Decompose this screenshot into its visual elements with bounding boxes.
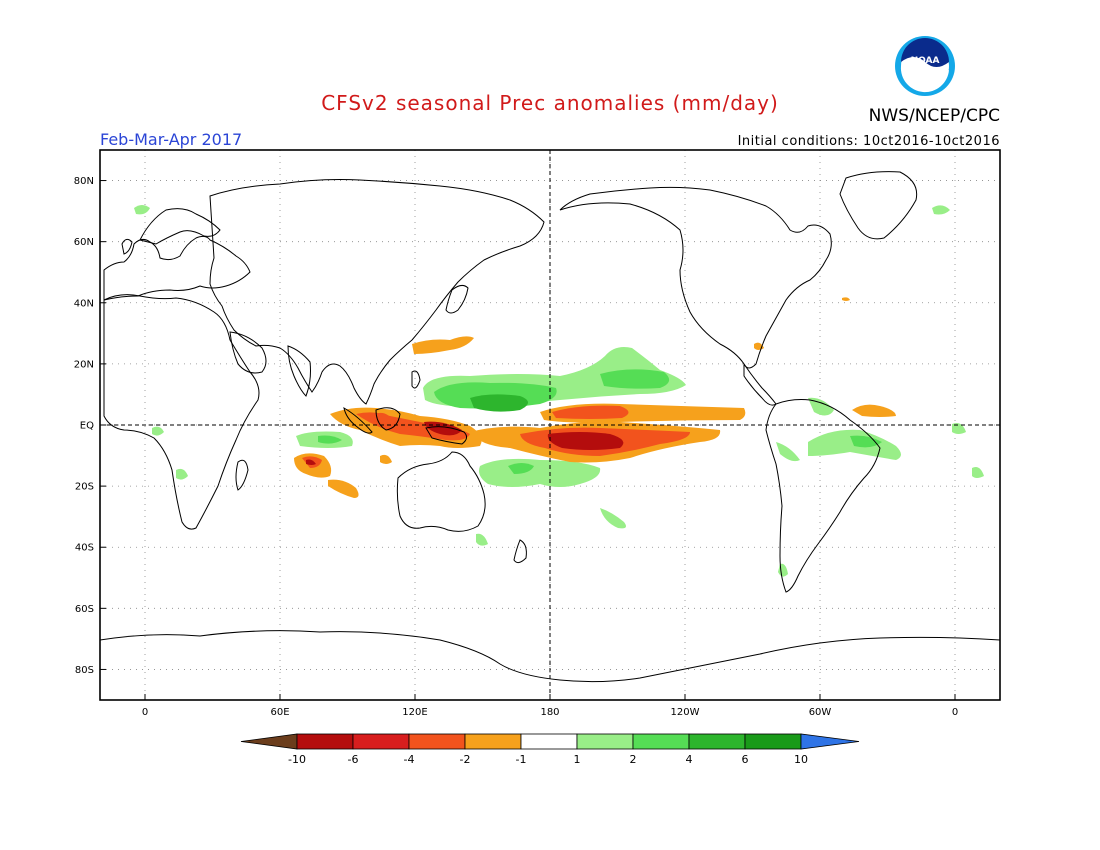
colorbar-swatch: [744, 733, 802, 750]
dry-anomaly-south-indian-tail: [328, 479, 359, 498]
coastline-madagascar: [235, 459, 249, 491]
colorbar-label: 2: [630, 753, 637, 766]
coastline-new-zealand: [513, 539, 527, 564]
initial-conditions-label: Initial conditions: 10ct2016-10ct2016: [738, 134, 1000, 149]
coastline-asia: [209, 179, 545, 405]
wet-anomaly-norway-sea: [932, 205, 950, 215]
chart-title: CFSv2 seasonal Prec anomalies (mm/day): [321, 91, 779, 115]
colorbar-label: 4: [686, 753, 693, 766]
season-label: Feb-Mar-Apr 2017: [100, 130, 242, 149]
coastline-japan: [445, 284, 469, 314]
lon-tick-label: 60E: [270, 707, 289, 718]
coastline-philippines: [411, 370, 421, 389]
colorbar: -10 -6 -4 -2 -1 1 2 4 6 10: [240, 733, 860, 766]
dry-anomaly-north-atlantic: [842, 297, 850, 301]
wet-anomaly-greenland-sea: [134, 205, 150, 215]
noaa-logo-text: NOAA: [911, 56, 940, 66]
colorbar-label: 1: [574, 753, 581, 766]
coastline-africa: [103, 294, 260, 530]
dry-anomaly-central-pacific-strong: [547, 432, 624, 450]
longitude-tick-labels: 0 60E 120E 180 120W 60W 0: [142, 694, 958, 718]
dry-anomaly-south-indian-peak: [306, 459, 316, 465]
coastline-sumatra: [343, 407, 373, 434]
dry-anomaly-west-pacific: [412, 336, 474, 354]
lon-tick-label: 0: [952, 707, 958, 718]
lon-tick-label: 120E: [402, 707, 427, 718]
colorbar-arrow-right: [800, 733, 860, 750]
colorbar-label: 10: [794, 753, 808, 766]
dry-anomaly-regions: [294, 297, 896, 498]
wet-anomaly-tasman: [476, 533, 488, 546]
lat-tick-label: 40S: [75, 543, 94, 554]
wet-anomaly-east-pacific: [600, 369, 670, 389]
coastlines: [100, 171, 1000, 700]
lat-tick-label: 40N: [74, 298, 94, 309]
coastline-india: [287, 345, 311, 397]
coastline-arabia: [229, 331, 267, 374]
dry-anomaly-new-guinea-south: [380, 454, 392, 464]
colorbar-swatch: [632, 733, 690, 750]
lat-tick-label: 80N: [74, 176, 94, 187]
wet-anomaly-regions: [134, 205, 984, 577]
colorbar-label: -2: [460, 753, 471, 766]
colorbar-swatch: [352, 733, 410, 750]
coastline-uk: [121, 238, 133, 255]
wet-anomaly-amazon-core: [850, 435, 882, 448]
wet-anomaly-south-pacific-core: [508, 463, 534, 474]
coastline-antarctica: [100, 630, 1000, 700]
wet-anomaly-south-atlantic: [972, 467, 984, 478]
wet-anomaly-east-africa: [176, 468, 188, 480]
coastline-europe: [103, 235, 251, 301]
lon-tick-label: 0: [142, 707, 148, 718]
lat-tick-label: EQ: [80, 421, 94, 432]
colorbar-swatch: [464, 733, 522, 750]
reference-lines: [100, 150, 1000, 700]
lat-tick-label: 60S: [75, 604, 94, 615]
noaa-logo-icon: NOAA: [895, 36, 955, 96]
coastline-south-america: [765, 399, 881, 593]
wet-anomaly-gulf-of-guinea: [152, 426, 164, 436]
wet-anomaly-colombia: [808, 397, 834, 416]
lon-tick-label: 120W: [671, 707, 700, 718]
colorbar-arrow-left: [240, 733, 298, 750]
lon-tick-label: 60W: [809, 707, 832, 718]
coastline-new-guinea: [425, 426, 468, 445]
colorbar-label: 6: [742, 753, 749, 766]
lon-tick-label: 180: [540, 707, 559, 718]
dry-anomaly-tropical-atlantic: [852, 404, 896, 417]
latitude-tick-labels: 80N 60N 40N 20N EQ 20S 40S 60S 80S: [74, 176, 106, 676]
colorbar-label: -10: [288, 753, 306, 766]
dry-anomaly-north-equatorial-core: [552, 405, 629, 419]
wet-anomaly-atlantic-east: [952, 423, 966, 434]
lat-tick-label: 20S: [75, 482, 94, 493]
coastline-scandinavia: [139, 208, 221, 245]
wet-anomaly-indian-ocean-core: [318, 435, 342, 444]
agency-label: NWS/NCEP/CPC: [869, 106, 1000, 126]
coastline-australia: [396, 451, 486, 532]
lat-tick-label: 60N: [74, 237, 94, 248]
coastline-north-america: [559, 186, 832, 369]
wet-anomaly-north-pacific-peak: [470, 394, 528, 412]
map-panel: 80N 60N 40N 20N EQ 20S 40S 60S 80S 0 60E 120E 180 12…: [74, 149, 1001, 718]
wet-anomaly-tahiti: [600, 508, 626, 529]
wet-anomaly-peru: [776, 442, 800, 462]
coastline-greenland: [839, 171, 918, 240]
colorbar-swatch: [296, 733, 354, 750]
lat-tick-label: 20N: [74, 359, 94, 370]
colorbar-label: -1: [516, 753, 527, 766]
colorbar-swatch: [520, 733, 578, 750]
colorbar-swatch: [688, 733, 746, 750]
colorbar-label: -6: [348, 753, 359, 766]
colorbar-label: -4: [404, 753, 415, 766]
colorbar-swatch: [576, 733, 634, 750]
dry-anomaly-maritime-continent-strong: [424, 421, 462, 436]
colorbar-swatch: [408, 733, 466, 750]
lat-tick-label: 80S: [75, 665, 94, 676]
